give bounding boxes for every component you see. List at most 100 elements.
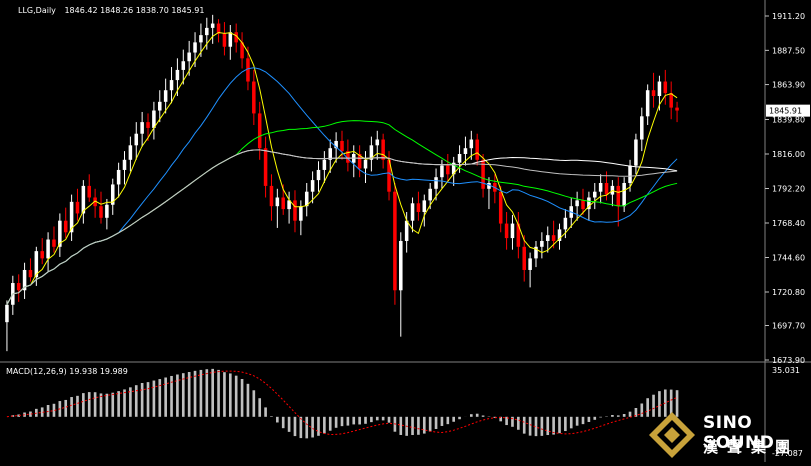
candle bbox=[528, 252, 532, 288]
candle bbox=[416, 191, 421, 221]
candle bbox=[675, 101, 679, 123]
candle bbox=[240, 32, 244, 69]
candle bbox=[598, 174, 603, 204]
candle bbox=[446, 154, 450, 183]
candle-body bbox=[463, 148, 468, 155]
candle-body bbox=[616, 185, 621, 207]
candle bbox=[134, 122, 139, 160]
candle bbox=[87, 174, 91, 202]
candle bbox=[375, 130, 380, 160]
candle bbox=[422, 194, 427, 227]
candle-body bbox=[363, 159, 368, 169]
candle bbox=[105, 198, 109, 230]
candle bbox=[322, 151, 327, 183]
candle bbox=[540, 232, 544, 259]
moving-average-line bbox=[6, 149, 678, 306]
moving-average-line bbox=[6, 67, 678, 306]
candle bbox=[287, 191, 291, 224]
candle-body bbox=[322, 159, 327, 170]
candle bbox=[252, 69, 256, 126]
candle-body bbox=[240, 42, 244, 59]
candle-body bbox=[369, 145, 374, 160]
macd-signal-line bbox=[6, 370, 678, 436]
candle bbox=[5, 300, 9, 352]
candle bbox=[363, 151, 368, 183]
candle bbox=[399, 232, 403, 337]
candle-body bbox=[252, 81, 256, 114]
candle bbox=[669, 81, 673, 120]
candle bbox=[140, 111, 144, 147]
candle-body bbox=[146, 122, 150, 128]
candle bbox=[498, 185, 503, 233]
candle-body bbox=[581, 200, 585, 210]
candle-body bbox=[404, 220, 409, 241]
price-panel bbox=[5, 14, 679, 352]
candle-body bbox=[604, 182, 609, 195]
candle-body bbox=[340, 140, 344, 152]
candle-body bbox=[545, 235, 550, 241]
current-price-label: 1845.91 bbox=[769, 107, 802, 116]
candle bbox=[434, 168, 438, 201]
candle-body bbox=[399, 240, 403, 291]
candle-body bbox=[128, 145, 133, 160]
candle-body bbox=[263, 148, 268, 186]
candle-body bbox=[110, 184, 115, 205]
candle-body bbox=[105, 204, 109, 218]
candle-body bbox=[446, 165, 450, 175]
candle-body bbox=[87, 185, 91, 198]
candle bbox=[116, 162, 121, 198]
candle bbox=[163, 78, 168, 114]
candle-body bbox=[516, 223, 521, 247]
candle-body bbox=[222, 33, 227, 47]
candle bbox=[640, 107, 644, 152]
candle-body bbox=[69, 201, 74, 233]
candle-body bbox=[181, 61, 186, 70]
candle bbox=[263, 136, 268, 198]
candle-body bbox=[357, 154, 362, 169]
candle bbox=[99, 191, 103, 224]
candle bbox=[46, 232, 50, 272]
chart-header: LLG,Daily 1846.42 1848.26 1838.70 1845.9… bbox=[18, 6, 204, 15]
candle-body bbox=[158, 101, 162, 111]
candle-body bbox=[287, 200, 291, 210]
candle-body bbox=[622, 182, 626, 207]
candle bbox=[369, 136, 374, 172]
candle bbox=[310, 171, 315, 204]
candle bbox=[651, 72, 656, 108]
candle-body bbox=[640, 116, 644, 140]
candle-body bbox=[193, 42, 197, 53]
candle-body bbox=[75, 201, 80, 214]
candle-body bbox=[598, 182, 603, 192]
candle-body bbox=[540, 240, 544, 247]
candle-body bbox=[310, 180, 315, 192]
candle bbox=[522, 235, 526, 282]
candle bbox=[152, 101, 156, 140]
candle-body bbox=[63, 220, 68, 233]
candle-body bbox=[152, 110, 156, 128]
candle-body bbox=[651, 90, 656, 97]
candle bbox=[316, 161, 321, 192]
candle bbox=[169, 67, 174, 104]
candle-body bbox=[469, 139, 474, 149]
moving-average-line bbox=[6, 149, 678, 306]
candle bbox=[328, 139, 333, 173]
candle-body bbox=[551, 235, 556, 241]
candle bbox=[645, 84, 650, 126]
candle-body bbox=[293, 200, 297, 221]
candle-body bbox=[99, 206, 103, 218]
candle bbox=[222, 22, 227, 56]
candle bbox=[381, 133, 385, 169]
candle-body bbox=[234, 32, 238, 43]
candle-body bbox=[487, 182, 491, 189]
price-tick-label: 1839.80 bbox=[772, 116, 805, 125]
current-price-marker bbox=[766, 104, 810, 117]
candle bbox=[575, 191, 579, 221]
candle-body bbox=[587, 197, 591, 210]
candle-body bbox=[645, 90, 650, 117]
candle-body bbox=[46, 239, 50, 259]
candle-body bbox=[534, 246, 538, 259]
candle-body bbox=[40, 251, 44, 259]
candle-body bbox=[451, 162, 456, 175]
candle-body bbox=[93, 197, 97, 207]
candle bbox=[346, 139, 350, 172]
